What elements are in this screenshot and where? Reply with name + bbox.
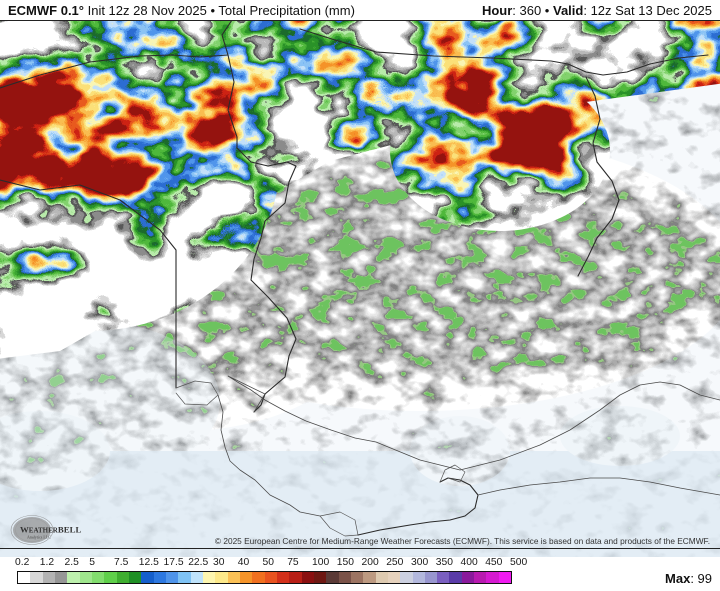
svg-text:WEATHERBELL: WEATHERBELL [20,525,81,535]
